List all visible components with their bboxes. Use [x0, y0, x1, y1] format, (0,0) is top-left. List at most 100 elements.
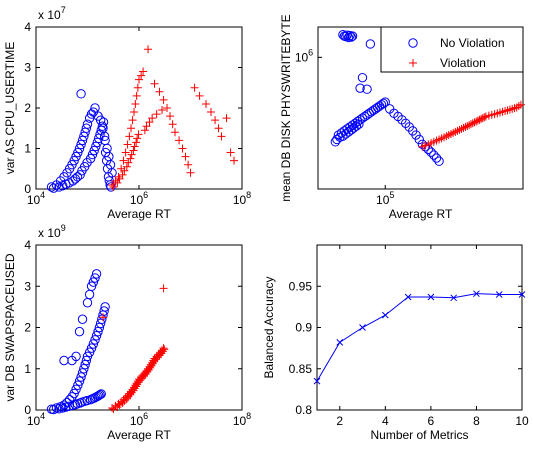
point-violation — [159, 344, 168, 353]
axes-box — [316, 244, 523, 411]
point-violation — [512, 103, 521, 112]
x-tick-label: 10 — [515, 414, 529, 428]
point-violation — [123, 140, 132, 149]
point-violation — [465, 121, 474, 130]
point-violation — [122, 162, 131, 171]
point-violation — [230, 156, 239, 165]
x-tick-label: 4 — [382, 414, 389, 428]
point-no-violation — [79, 364, 89, 374]
point-no-violation — [77, 314, 88, 324]
point-no-violation — [86, 281, 97, 291]
point-no-violation — [429, 150, 439, 160]
point-violation — [113, 178, 122, 187]
point-violation — [514, 102, 523, 111]
point-violation — [226, 148, 235, 157]
point-violation — [118, 398, 127, 407]
point-violation — [134, 130, 143, 139]
point-violation — [136, 376, 145, 385]
point-no-violation — [346, 32, 356, 42]
point-no-violation — [98, 117, 109, 127]
point-violation — [159, 284, 168, 293]
point-no-violation — [426, 147, 436, 157]
point-no-violation — [48, 183, 59, 193]
point-violation — [125, 132, 134, 141]
point-no-violation — [76, 89, 86, 99]
point-no-violation — [338, 30, 348, 40]
point-violation — [155, 351, 164, 360]
point-violation — [501, 107, 510, 116]
y-tick-label: 0 — [24, 182, 31, 196]
point-violation — [432, 136, 441, 145]
point-violation — [130, 384, 139, 393]
point-violation — [222, 114, 231, 123]
point-no-violation — [90, 103, 100, 113]
point-violation — [127, 388, 136, 397]
point-no-violation — [332, 134, 342, 145]
legend-box — [380, 26, 524, 73]
point-no-violation — [77, 368, 88, 378]
point-no-violation — [87, 149, 98, 160]
x-tick-label: 2 — [336, 414, 343, 428]
point-no-violation — [77, 135, 88, 146]
point-no-violation — [64, 394, 75, 405]
accuracy-point — [495, 291, 503, 298]
point-violation — [437, 134, 446, 143]
point-violation — [108, 180, 117, 189]
x-tick-label: 6 — [428, 414, 435, 428]
point-violation — [461, 122, 470, 131]
point-violation — [143, 368, 152, 377]
point-violation — [126, 390, 135, 399]
y-tick-label: 0.9 — [295, 321, 312, 335]
point-violation — [114, 172, 123, 181]
point-no-violation — [94, 390, 104, 401]
point-no-violation — [362, 84, 372, 94]
point-no-violation — [71, 384, 81, 395]
point-violation — [211, 116, 220, 125]
point-violation — [158, 106, 167, 115]
point-no-violation — [99, 306, 109, 316]
point-violation — [148, 114, 157, 123]
accuracy-point — [336, 338, 344, 346]
point-violation — [166, 112, 175, 121]
point-violation — [132, 91, 141, 100]
point-no-violation — [69, 388, 79, 399]
point-violation — [99, 313, 108, 322]
y-tick-label: 3 — [24, 61, 31, 75]
point-violation — [133, 134, 142, 143]
point-violation — [117, 164, 126, 173]
point-violation — [470, 118, 479, 127]
point-violation — [133, 380, 142, 389]
point-no-violation — [354, 119, 364, 129]
point-no-violation — [73, 380, 83, 390]
accuracy-point — [313, 377, 321, 385]
point-no-violation — [71, 151, 81, 162]
accuracy-point — [473, 290, 480, 298]
x-tick-label: 105 — [376, 190, 394, 207]
point-violation — [186, 168, 195, 177]
point-violation — [459, 123, 468, 132]
point-violation — [131, 99, 140, 108]
point-no-violation — [434, 156, 444, 166]
point-violation — [160, 345, 169, 354]
y-tick-label: 106 — [295, 47, 313, 64]
point-violation — [510, 104, 519, 113]
point-violation — [163, 104, 172, 112]
point-no-violation — [73, 147, 83, 158]
y-tick-label: 2 — [24, 101, 31, 115]
point-no-violation — [91, 141, 101, 152]
point-violation — [109, 182, 118, 191]
chart-cpu: 104 106 108 0 1 2 3 4 x 107 Average RT var AS CPU_… — [3, 5, 251, 221]
point-no-violation — [72, 172, 83, 182]
point-violation — [141, 370, 150, 379]
point-violation — [453, 126, 462, 135]
x-tick-label: 108 — [233, 190, 251, 207]
point-violation — [457, 124, 466, 133]
point-violation — [115, 174, 124, 183]
point-no-violation — [96, 389, 106, 399]
point-no-violation — [88, 339, 99, 349]
accuracy-point — [427, 293, 435, 301]
point-violation — [134, 378, 143, 387]
point-no-violation — [100, 302, 110, 312]
point-no-violation — [75, 398, 85, 408]
point-violation — [195, 91, 204, 100]
